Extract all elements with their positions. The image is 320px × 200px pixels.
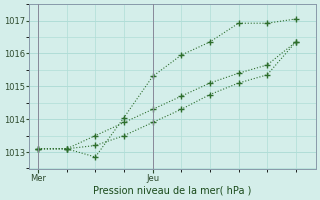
X-axis label: Pression niveau de la mer( hPa ): Pression niveau de la mer( hPa )	[93, 186, 252, 196]
